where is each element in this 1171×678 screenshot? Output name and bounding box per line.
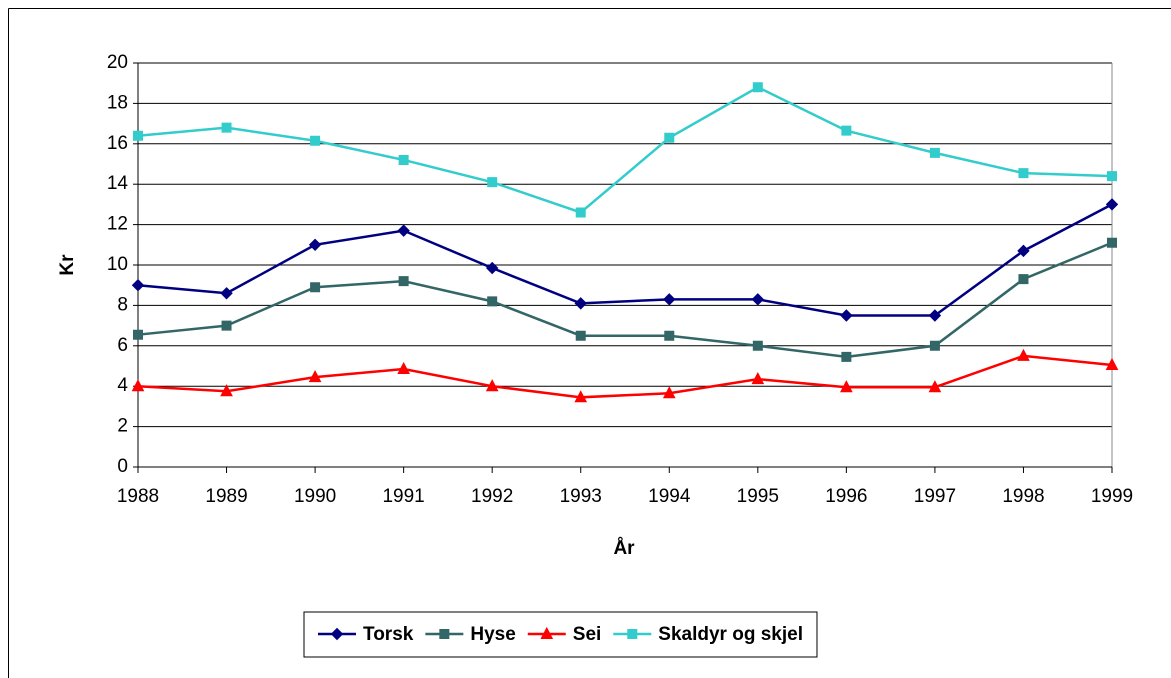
y-tick-label: 18: [107, 92, 128, 113]
series-line: [137, 85, 1113, 214]
y-tick-label: 2: [117, 416, 128, 437]
y-tick-label: 0: [117, 456, 128, 477]
series-line: [137, 241, 1113, 359]
y-tick-label: 6: [117, 335, 128, 356]
y-tick-label: 16: [107, 133, 128, 154]
data-point: [928, 309, 942, 322]
legend-marker: [540, 626, 554, 639]
data-point: [1017, 244, 1030, 258]
x-tick-label: 1998: [1002, 486, 1044, 507]
data-point: [485, 261, 499, 275]
legend-box: [303, 611, 818, 658]
data-point: [487, 296, 498, 307]
data-point: [397, 361, 410, 375]
data-point: [841, 125, 852, 136]
x-tick-label: 1999: [1091, 486, 1133, 507]
data-point: [397, 224, 410, 237]
x-axis-title: År: [613, 538, 635, 559]
data-point: [929, 340, 940, 351]
legend: Torsk Hyse Sei Skaldyr og skjel: [303, 611, 818, 658]
data-point: [310, 135, 321, 146]
y-tick-label: 8: [117, 294, 128, 315]
data-point: [663, 293, 676, 306]
y-tick-label: 10: [107, 254, 128, 275]
data-point: [575, 330, 586, 341]
data-point: [308, 238, 322, 252]
data-point: [308, 370, 322, 383]
series-line: [137, 203, 1113, 317]
data-point: [662, 386, 676, 399]
data-point: [664, 330, 675, 341]
data-point: [752, 82, 763, 93]
data-point: [752, 340, 763, 351]
x-tick-label: 1990: [294, 486, 336, 507]
data-point: [1107, 237, 1117, 248]
data-point: [751, 293, 765, 306]
data-point: [310, 282, 321, 293]
x-tick-label: 1993: [560, 486, 602, 507]
x-tick-label: 1988: [117, 486, 159, 507]
x-tick-label: 1995: [737, 486, 779, 507]
data-point: [221, 320, 232, 331]
data-point: [133, 329, 143, 340]
legend-marker: [439, 629, 450, 639]
y-tick-label: 14: [107, 173, 129, 194]
x-tick-label: 1996: [825, 486, 867, 507]
data-point: [1105, 357, 1119, 370]
data-point: [574, 297, 587, 310]
data-point: [220, 287, 233, 300]
data-point: [1105, 198, 1119, 211]
data-point: [131, 379, 145, 392]
x-tick-label: 1992: [471, 486, 513, 507]
x-tick-label: 1991: [382, 486, 424, 507]
data-point: [1107, 171, 1117, 182]
data-point: [664, 132, 675, 143]
data-point: [574, 390, 588, 403]
y-axis-title: Kr: [57, 254, 78, 276]
data-point: [1018, 168, 1029, 179]
y-tick-label: 20: [107, 52, 128, 73]
legend-label: Torsk: [363, 624, 414, 645]
data-point: [133, 130, 143, 141]
x-tick-label: 1994: [648, 486, 691, 507]
legend-marker: [627, 629, 638, 639]
y-tick-label: 4: [117, 375, 128, 396]
series-line: [137, 354, 1113, 399]
y-tick-label: 12: [107, 214, 128, 235]
data-point: [840, 380, 853, 393]
data-point: [841, 351, 852, 362]
data-point: [398, 276, 409, 287]
legend-label: Skaldyr og skjel: [658, 624, 803, 645]
data-point: [487, 177, 498, 188]
data-point: [575, 207, 586, 218]
data-point: [929, 147, 940, 158]
data-point: [1017, 348, 1030, 361]
data-point: [1018, 274, 1029, 285]
data-point: [928, 380, 942, 393]
data-point: [220, 384, 233, 397]
data-point: [221, 122, 232, 133]
legend-label: Hyse: [470, 624, 515, 645]
x-tick-label: 1997: [914, 486, 956, 507]
x-tick-label: 1989: [205, 486, 247, 507]
legend-marker: [330, 627, 344, 641]
data-point: [485, 379, 499, 392]
legend-label: Sei: [573, 624, 602, 645]
data-point: [840, 309, 853, 322]
data-point: [398, 154, 409, 165]
data-point: [131, 278, 145, 292]
data-point: [751, 372, 765, 385]
